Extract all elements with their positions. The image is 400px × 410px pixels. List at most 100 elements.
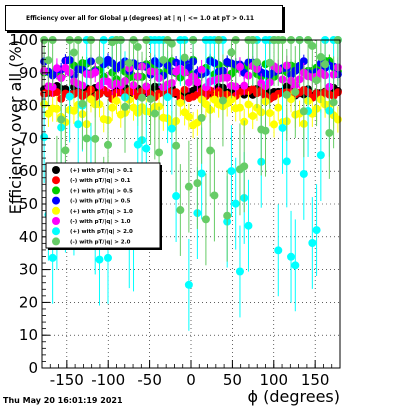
data-point xyxy=(329,98,338,107)
data-point xyxy=(333,115,342,124)
legend-marker xyxy=(52,166,60,174)
data-point xyxy=(235,62,244,71)
data-point xyxy=(197,113,206,122)
legend-marker xyxy=(52,176,60,185)
data-point xyxy=(312,76,321,85)
data-point xyxy=(287,252,296,261)
data-point xyxy=(155,148,164,157)
data-point xyxy=(91,134,100,143)
data-point xyxy=(240,81,249,90)
x-tick-label: -150 xyxy=(50,371,84,389)
x-tick-label: 150 xyxy=(301,371,330,389)
data-point xyxy=(133,42,142,51)
data-point xyxy=(176,206,185,215)
data-point xyxy=(61,146,70,155)
data-point xyxy=(265,58,274,67)
data-point xyxy=(265,109,274,118)
data-point xyxy=(146,94,155,103)
data-point xyxy=(180,53,189,62)
data-point xyxy=(44,56,53,65)
data-point xyxy=(197,169,206,178)
data-point xyxy=(299,57,308,66)
chart-title: Efficiency over all for Global μ (degree… xyxy=(26,14,255,22)
data-point xyxy=(95,255,104,264)
data-point xyxy=(57,115,66,124)
data-point xyxy=(172,141,181,150)
y-tick-label: 0 xyxy=(28,359,38,377)
data-point xyxy=(201,215,210,224)
legend-marker xyxy=(52,237,60,246)
data-point xyxy=(244,100,253,109)
data-point xyxy=(184,78,193,87)
data-point xyxy=(184,112,193,121)
legend-label: (+) with pT/|q| > 2.0 xyxy=(70,229,133,235)
data-point xyxy=(138,93,147,102)
data-point xyxy=(125,58,134,67)
data-point xyxy=(69,48,78,57)
data-point xyxy=(65,92,74,101)
data-point xyxy=(244,221,253,230)
data-point xyxy=(159,55,168,64)
data-point xyxy=(227,95,236,104)
data-point xyxy=(248,111,257,120)
y-tick-label: 90 xyxy=(19,64,38,82)
data-point xyxy=(112,96,121,105)
data-point xyxy=(227,167,236,176)
data-point xyxy=(231,82,240,91)
data-point xyxy=(252,58,261,67)
data-point xyxy=(308,239,317,248)
y-tick-label: 50 xyxy=(19,195,38,213)
legend-label: (-) with pT/|q| > 2.0 xyxy=(70,239,131,245)
data-point xyxy=(121,102,130,111)
data-point xyxy=(316,53,325,62)
legend-label: (+) with pT/|q| > 0.1 xyxy=(70,168,133,174)
legend-label: (+) with pT/|q| > 0.5 xyxy=(70,188,133,194)
data-point xyxy=(142,82,151,91)
data-point xyxy=(150,109,159,118)
data-point xyxy=(235,267,244,276)
data-point xyxy=(184,182,193,191)
axes: 0 10 20 30 40 50 60 70 80 90 100 -150 -100 -50 0 50 100 1… xyxy=(9,31,333,389)
data-point xyxy=(240,162,249,171)
legend-marker xyxy=(52,217,60,225)
data-point xyxy=(103,140,112,149)
y-tick-label: 20 xyxy=(19,293,38,311)
data-point xyxy=(235,103,244,112)
legend-marker xyxy=(52,196,60,205)
data-point xyxy=(197,65,206,74)
data-point xyxy=(108,103,117,112)
data-point xyxy=(176,98,185,107)
data-point xyxy=(291,261,300,270)
data-point xyxy=(227,48,236,57)
data-point xyxy=(142,144,151,153)
legend-label: (-) with pT/|q| > 1.0 xyxy=(70,219,131,225)
data-point xyxy=(40,133,49,142)
data-point xyxy=(52,104,61,113)
y-tick-label: 100 xyxy=(9,31,38,49)
data-point xyxy=(48,253,57,262)
data-point xyxy=(270,120,279,129)
data-point xyxy=(95,56,104,65)
data-point xyxy=(74,120,83,129)
data-point xyxy=(103,89,112,98)
y-tick-label: 70 xyxy=(19,129,38,147)
data-point xyxy=(282,157,291,166)
x-tick-label: 0 xyxy=(186,371,196,389)
data-point xyxy=(167,124,176,133)
data-point xyxy=(78,99,87,108)
data-point xyxy=(172,192,181,201)
y-tick-label: 10 xyxy=(19,326,38,344)
data-point xyxy=(210,191,219,200)
legend: (+) with pT/|q| > 0.1 (-) with pT/|q| > 0… xyxy=(45,162,162,250)
data-point xyxy=(44,109,53,118)
data-point xyxy=(308,41,317,50)
y-tick-label: 80 xyxy=(19,97,38,115)
data-point xyxy=(282,90,291,99)
data-point xyxy=(193,179,202,188)
data-point xyxy=(316,151,325,160)
data-point xyxy=(69,106,78,115)
data-point xyxy=(223,73,232,82)
x-axis-label: ϕ (degrees) xyxy=(247,387,340,406)
y-axis-label: Efficiency over all (%) xyxy=(6,40,25,214)
legend-marker xyxy=(52,206,60,215)
